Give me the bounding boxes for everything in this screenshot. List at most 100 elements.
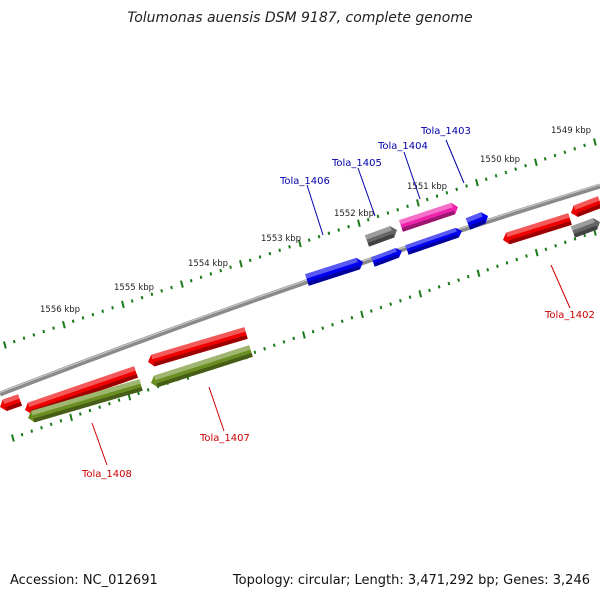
outer-ruler-tick — [396, 207, 400, 212]
tick-label: 1556 kbp — [40, 305, 80, 315]
inner-ruler-tick — [515, 257, 519, 262]
inner-ruler-tick — [389, 302, 393, 306]
inner-ruler-tick — [40, 425, 43, 430]
outer-ruler-tick — [307, 238, 311, 242]
inner-ruler-tick — [88, 408, 92, 413]
inner-ruler-tick — [272, 343, 276, 348]
inner-ruler-tick — [544, 247, 548, 251]
inner-ruler-tick — [11, 434, 15, 442]
outer-ruler-tick — [327, 231, 331, 236]
outer-ruler-tick — [573, 147, 577, 151]
outer-ruler-tick — [484, 177, 488, 181]
outer-ruler-tick — [504, 170, 508, 175]
outer-ruler-tick — [91, 312, 95, 317]
outer-ruler-tick — [170, 285, 173, 290]
outer-ruler-tick — [209, 272, 213, 276]
inner-ruler-tick — [78, 412, 82, 416]
outer-ruler-tick — [455, 187, 459, 192]
page-title: Tolumonas auensis DSM 9187, complete gen… — [127, 10, 473, 26]
inner-ruler-tick — [573, 237, 577, 241]
inner-ruler-tick — [360, 310, 364, 319]
outer-ruler-tick — [248, 258, 252, 263]
outer-ruler-tick — [42, 329, 46, 334]
gene-label: Tola_1407 — [199, 433, 250, 444]
inner-ruler-tick — [369, 309, 373, 313]
outer-ruler-tick — [150, 292, 154, 297]
inner-ruler-tick — [20, 432, 24, 437]
outer-ruler-tick — [416, 199, 420, 207]
gene-label-leader — [403, 151, 421, 200]
gene-tola_1407 — [151, 345, 253, 388]
inner-ruler-tick — [563, 240, 567, 245]
outer-ruler-tick — [583, 143, 586, 148]
gene-feature — [148, 327, 248, 367]
gene-label-leader — [445, 139, 465, 184]
outer-ruler-tick — [298, 239, 302, 248]
accession-label: Accession: NC_012691 — [10, 573, 158, 588]
inner-ruler-tick — [146, 388, 150, 392]
outer-ruler-tick — [563, 150, 567, 154]
gene-label: Tola_1406 — [279, 176, 330, 187]
outer-ruler-tick — [317, 234, 321, 239]
inner-ruler-tick — [379, 305, 383, 310]
inner-ruler-tick — [418, 290, 423, 298]
tick-label: 1554 kbp — [188, 259, 228, 269]
outer-ruler-tick — [475, 178, 479, 187]
tick-label: 1553 kbp — [261, 234, 301, 244]
gene-feature — [570, 218, 600, 238]
gene-feature — [371, 248, 402, 267]
outer-ruler-tick — [229, 265, 232, 269]
gene-label: Tola_1404 — [377, 141, 428, 152]
tick-label: 1551 kbp — [407, 182, 447, 192]
outer-ruler-tick — [71, 319, 75, 324]
outer-ruler-tick — [278, 248, 282, 253]
outer-ruler-tick — [189, 278, 193, 283]
outer-ruler-tick — [140, 295, 144, 300]
outer-ruler-tick — [534, 158, 538, 167]
outer-ruler-tick — [268, 251, 272, 256]
tick-label: 1550 kbp — [480, 155, 520, 165]
outer-ruler-tick — [445, 191, 449, 195]
inner-ruler-tick — [583, 233, 586, 238]
outer-ruler-tick — [593, 138, 597, 146]
outer-ruler-tick — [347, 224, 350, 229]
outer-ruler-tick — [524, 163, 527, 168]
outer-ruler-tick — [376, 214, 380, 219]
outer-ruler-tick — [3, 341, 7, 349]
gene-label: Tola_1403 — [420, 126, 471, 137]
inner-ruler-tick — [292, 336, 296, 341]
genome-backbone — [0, 183, 600, 397]
gene-label: Tola_1405 — [331, 158, 382, 169]
outer-ruler-tick — [553, 153, 557, 158]
outer-ruler-tick — [101, 309, 105, 313]
outer-ruler-tick — [494, 174, 498, 178]
gene-label-leader — [91, 422, 108, 466]
outer-ruler-tick — [337, 228, 341, 232]
outer-ruler-tick — [180, 280, 184, 288]
gene-tola_1403 — [465, 212, 488, 230]
inner-ruler-tick — [30, 429, 34, 433]
inner-ruler-tick — [457, 278, 460, 282]
inner-ruler-tick — [69, 413, 73, 422]
outer-ruler-tick — [121, 300, 125, 309]
inner-ruler-tick — [399, 298, 402, 303]
inner-ruler-tick — [108, 401, 111, 406]
gene-label-leader — [208, 386, 225, 432]
gene-tola_1404 — [399, 202, 458, 232]
inner-ruler-tick — [263, 346, 266, 351]
outer-ruler-tick — [62, 320, 66, 329]
gene-feature — [0, 394, 22, 412]
gene-label-leader — [550, 264, 571, 309]
gene-feature — [405, 227, 463, 255]
inner-ruler-tick — [59, 419, 63, 423]
gene-label-leader — [306, 184, 324, 236]
outer-ruler-tick — [514, 167, 518, 171]
gene-feature — [571, 196, 600, 217]
outer-ruler-tick — [465, 184, 468, 188]
inner-ruler-tick — [486, 268, 490, 272]
inner-ruler-tick — [302, 331, 306, 339]
tick-label: 1555 kbp — [114, 283, 154, 293]
outer-ruler-tick — [160, 289, 164, 293]
gene-label: Tola_1408 — [81, 469, 132, 480]
